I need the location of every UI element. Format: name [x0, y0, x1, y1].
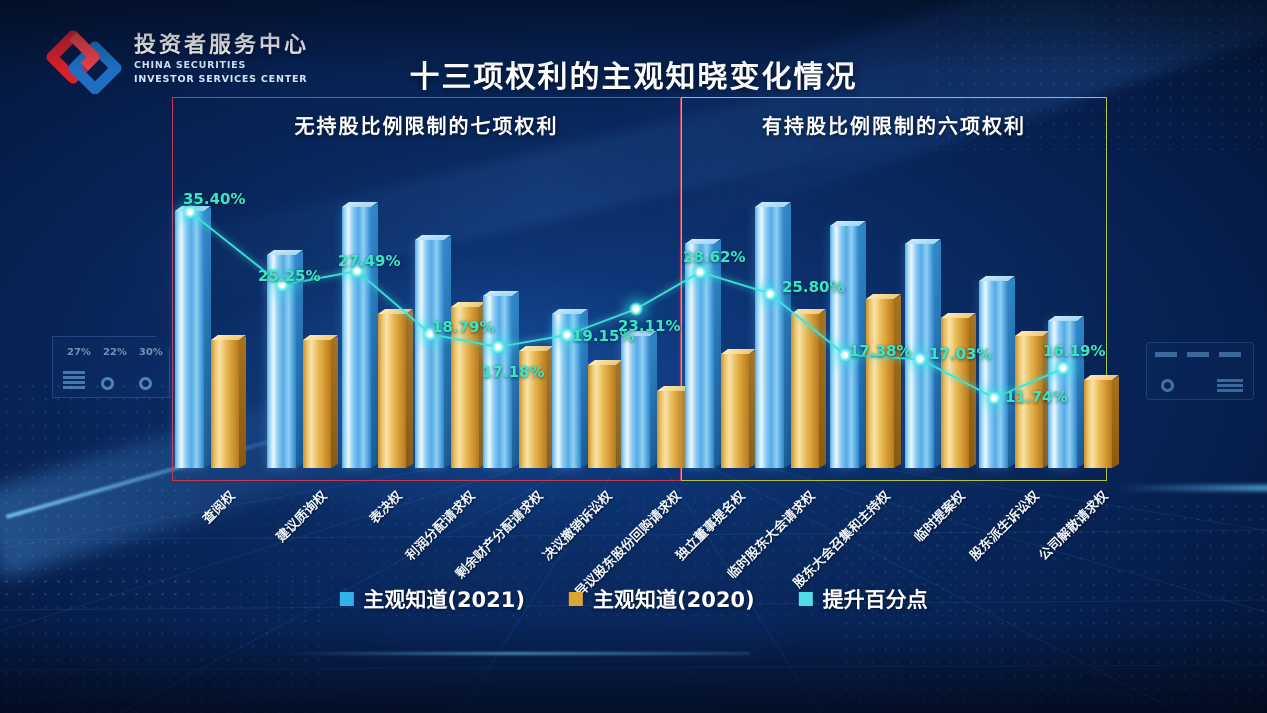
x-axis-label: 股东派生诉讼权	[967, 488, 1043, 564]
bar-2021	[621, 330, 657, 468]
trend-line-dot	[763, 286, 777, 301]
data-label: 17.03%	[929, 344, 992, 363]
data-label: 23.11%	[618, 317, 681, 336]
data-label: 16.19%	[1043, 342, 1106, 361]
bar-2021	[175, 206, 211, 468]
x-axis-label: 临时提案权	[911, 488, 969, 546]
trend-line-dot	[275, 278, 289, 293]
data-label: 18.79%	[432, 317, 495, 336]
bar-2021	[979, 275, 1015, 468]
legend-item: 提升百分点	[798, 584, 928, 614]
trend-line-dot	[423, 326, 437, 341]
trend-line-dot	[629, 302, 643, 317]
trend-line-dot	[913, 351, 927, 366]
bar-2020	[657, 385, 692, 468]
x-axis-label: 查阅权	[200, 488, 239, 528]
legend-label: 提升百分点	[822, 588, 928, 612]
bar-2020	[866, 294, 901, 468]
bar-2021	[685, 239, 721, 468]
data-label: 28.62%	[683, 248, 746, 267]
trend-line-dot	[183, 205, 197, 220]
data-label: 35.40%	[183, 190, 246, 209]
bar-2020	[519, 345, 554, 468]
legend-label: 主观知道(2021)	[363, 588, 525, 612]
bar-2021	[415, 235, 451, 468]
brand-name-en2: INVESTOR SERVICES CENTER	[134, 73, 308, 85]
x-axis-label: 建议质询权	[273, 488, 331, 546]
bar-2021	[755, 202, 791, 468]
bar-2021	[342, 202, 378, 468]
bar-2021	[483, 290, 519, 468]
section-header-with-limit: 有持股比例限制的六项权利	[762, 114, 1026, 138]
bar-2020	[721, 349, 756, 468]
trend-line-dot	[1056, 361, 1070, 376]
trend-line-dot	[560, 327, 574, 342]
trend-line-dot	[491, 339, 505, 354]
legend-item: 主观知道(2020)	[569, 584, 755, 614]
trend-line-dot	[693, 265, 707, 280]
bar-2021	[1048, 316, 1084, 468]
bar-2020	[1015, 330, 1050, 468]
x-axis-label: 公司解散请求权	[1036, 488, 1112, 564]
bar-2020	[211, 334, 246, 468]
bar-2020	[941, 312, 976, 468]
legend-item: 主观知道(2021)	[339, 584, 525, 614]
bar-2020	[451, 301, 486, 468]
bar-2020	[1084, 374, 1119, 468]
bar-2020	[303, 334, 338, 468]
x-axis-label: 表决权	[367, 488, 406, 528]
bar-2020	[378, 308, 413, 468]
legend-swatch	[339, 592, 354, 606]
section-box-no-limit: 无持股比例限制的七项权利	[172, 97, 681, 481]
trend-line-dot	[838, 347, 852, 362]
trend-line-dot	[987, 390, 1001, 405]
legend-swatch	[569, 592, 583, 606]
data-label: 17.38%	[849, 341, 912, 360]
legend-label: 主观知道(2020)	[593, 588, 755, 612]
data-label: 17.18%	[482, 362, 545, 381]
section-box-with-limit: 有持股比例限制的六项权利	[681, 97, 1107, 481]
data-label: 19.15%	[572, 326, 635, 345]
bar-2020	[588, 360, 623, 468]
section-header-no-limit: 无持股比例限制的七项权利	[294, 114, 559, 138]
data-label: 25.25%	[258, 267, 321, 286]
legend-swatch	[798, 592, 813, 606]
data-label: 11.74%	[1005, 387, 1068, 406]
data-label: 25.80%	[782, 277, 845, 296]
trend-line-dot	[350, 264, 364, 279]
data-label: 27.49%	[338, 252, 401, 271]
chart-legend: 主观知道(2021) 主观知道(2020) 提升百分点	[339, 584, 928, 614]
bar-2020	[791, 308, 826, 468]
